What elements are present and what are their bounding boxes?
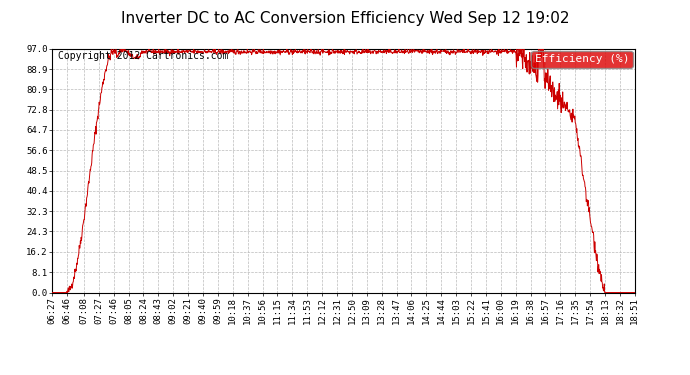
Text: Copyright 2012 Cartronics.com: Copyright 2012 Cartronics.com — [57, 51, 228, 61]
Legend: Efficiency (%): Efficiency (%) — [531, 51, 633, 68]
Text: Inverter DC to AC Conversion Efficiency Wed Sep 12 19:02: Inverter DC to AC Conversion Efficiency … — [121, 11, 569, 26]
